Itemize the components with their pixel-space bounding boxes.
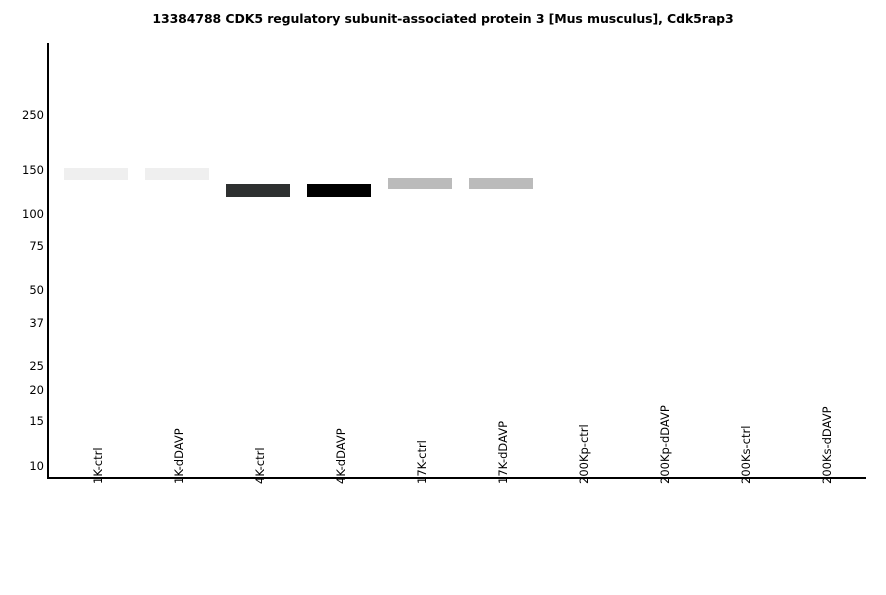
blot-band-17k-ddavp (469, 178, 533, 189)
blot-band-1k-ctrl (64, 168, 128, 180)
x-axis-tick-label: 200Ks-dDAVP (820, 406, 834, 484)
y-axis-tick-250: 250 (22, 107, 44, 122)
x-axis-tick-label: 17K-dDAVP (496, 420, 510, 484)
x-axis-tick-label: 4K-ctrl (253, 447, 267, 484)
y-axis-tick-20: 20 (29, 382, 44, 397)
y-axis-tick-100: 100 (22, 207, 44, 222)
x-axis-tick-label: 1K-dDAVP (172, 428, 186, 484)
y-axis-tick-37: 37 (29, 315, 44, 330)
plot-area (49, 43, 866, 477)
y-axis-tick-15: 15 (29, 414, 44, 429)
x-axis-tick-label: 1K-ctrl (91, 447, 105, 484)
y-axis-tick-50: 50 (29, 283, 44, 297)
x-axis-spine (47, 477, 866, 479)
blot-band-17k-ctrl (388, 178, 452, 189)
y-axis-spine (47, 43, 49, 479)
y-axis-tick-75: 75 (29, 238, 44, 253)
x-axis-tick-label: 200Kp-dDAVP (658, 405, 672, 484)
y-axis-tick-labels: 250 150 100 75 50 37 25 20 15 10 (0, 0, 44, 595)
y-axis-tick-10: 10 (29, 458, 44, 473)
blot-band-4k-ddavp (307, 184, 371, 197)
y-axis-tick-150: 150 (22, 163, 44, 178)
x-axis-tick-label: 200Ks-ctrl (739, 425, 753, 484)
x-axis-tick-label: 17K-ctrl (415, 440, 429, 484)
y-axis-tick-25: 25 (29, 358, 44, 373)
x-axis-tick-label: 4K-dDAVP (334, 428, 348, 484)
x-axis-tick-label: 200Kp-ctrl (577, 424, 591, 484)
blot-band-1k-ddavp (145, 168, 209, 180)
page-title: 13384788 CDK5 regulatory subunit-associa… (152, 11, 734, 26)
blot-band-4k-ctrl (226, 184, 290, 197)
